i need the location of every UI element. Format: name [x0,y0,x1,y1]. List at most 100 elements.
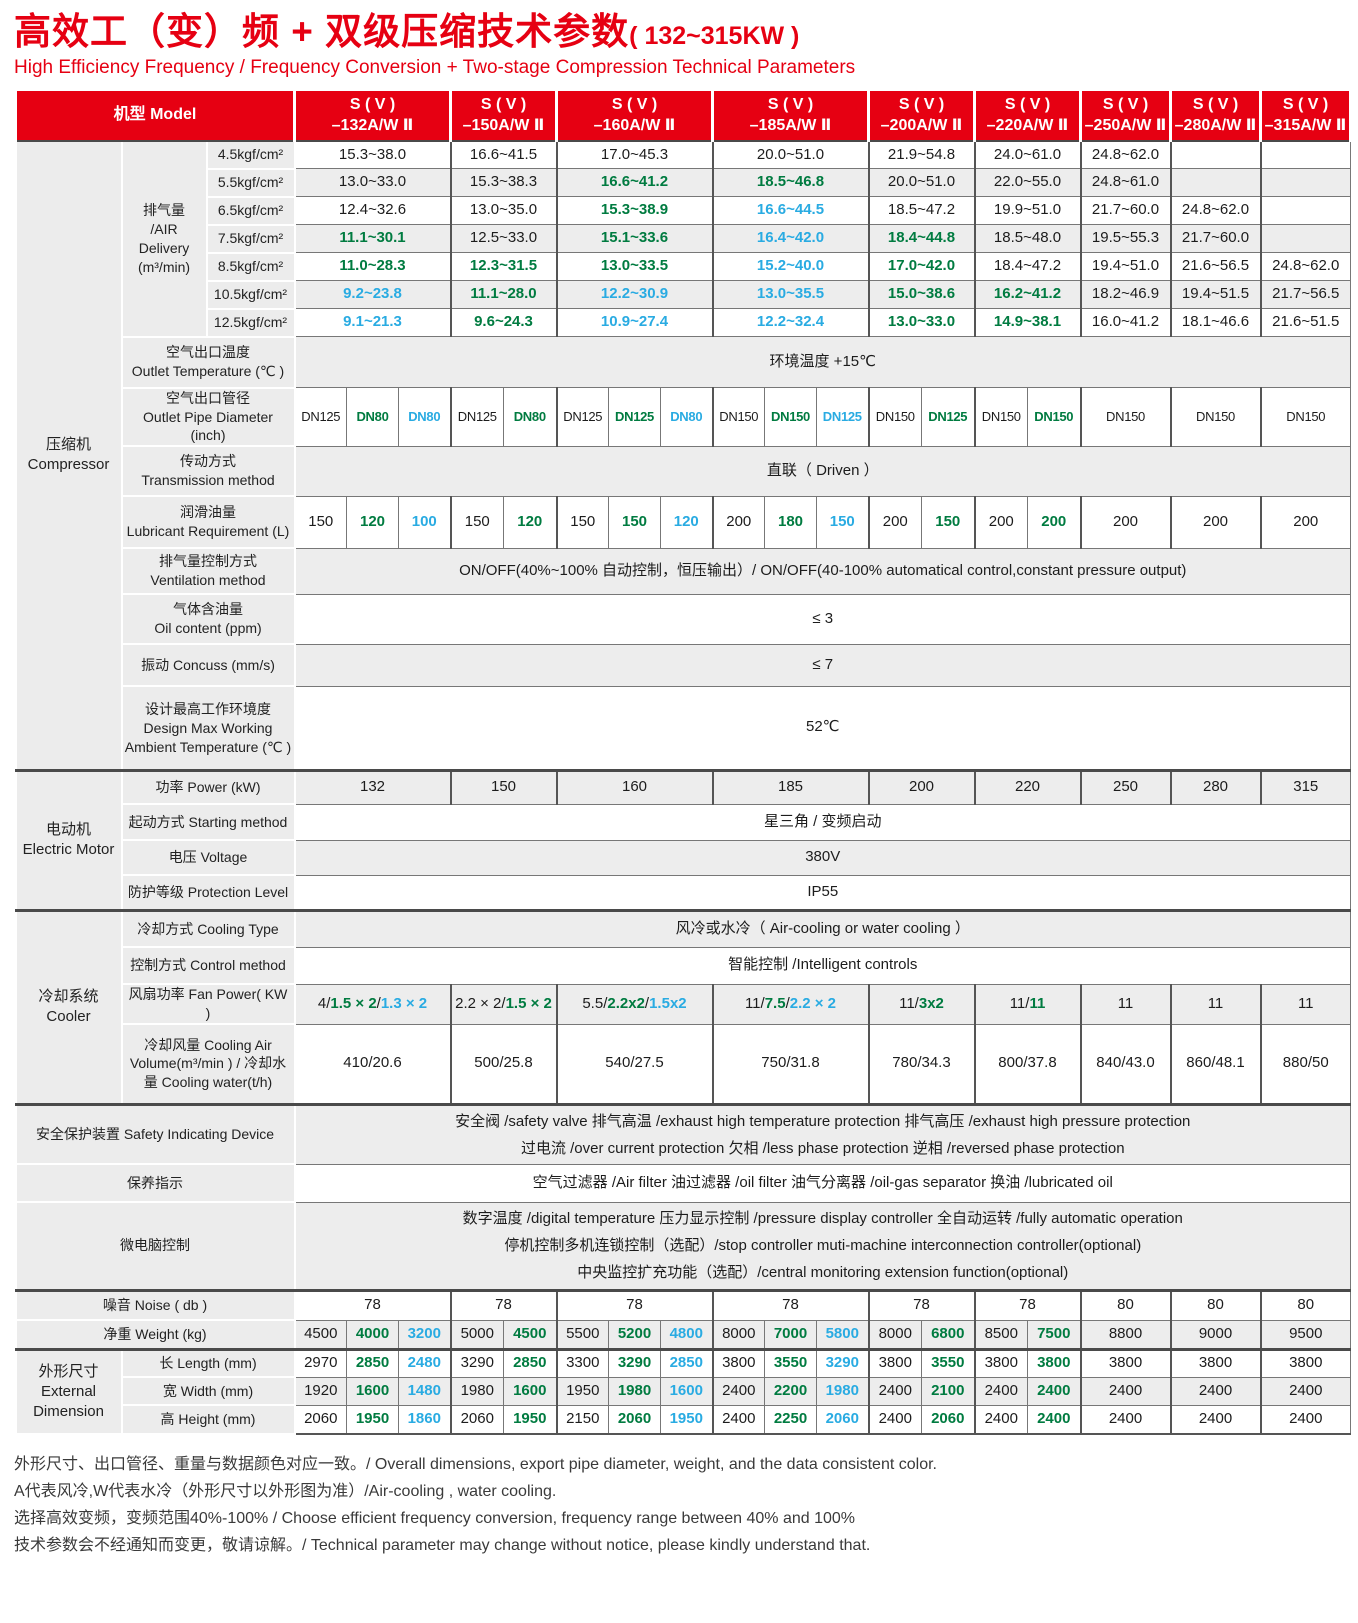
model-header-cell: 机型 Model [14,90,296,142]
width-cell: 1600 [503,1376,557,1406]
value-text: DN150 [1034,408,1074,424]
value-text: 150 [308,512,334,530]
air-value-cell: 15.3~38.0 [293,140,451,170]
pipe-cell: DN150 [1259,387,1351,447]
value-text: 120 [673,512,699,530]
lubricant-cell: 150 [921,495,975,549]
height-cell: 2400 [1079,1404,1171,1436]
air-value-cell: 16.6~41.5 [449,140,557,170]
value-text: 15.3~38.0 [338,145,407,163]
volume-cell: 880/50 [1259,1023,1351,1105]
length-cell: 2480 [398,1347,451,1378]
height-cell: 1950 [503,1404,557,1436]
group-dimension: 外形尺寸 External Dimension [14,1347,123,1436]
label-safety: 安全保护装置 Safety Indicating Device [14,1102,296,1166]
width-cell: 2400 [1027,1376,1081,1406]
value-text: 12.4~32.6 [338,201,407,219]
weight-cell: 4800 [660,1319,713,1350]
air-delivery-row: 10.5kgf/cm² 9.2~23.8 11.1~28.0 12.2~30.9 13.… [16,279,1351,310]
noise-cell: 78 [293,1288,451,1321]
width-cell: 1600 [346,1376,399,1406]
pipe-cell: DN125 [921,387,975,447]
model-column-header: S ( V ) –132A/W Ⅱ [293,90,452,142]
footnote: 选择高效变频，变频范围40%-100% / Choose efficient f… [14,1510,856,1528]
value-text: 78 [1019,1296,1036,1314]
value-text: 315 [1293,778,1319,796]
value-text: 5800 [825,1324,859,1342]
value-text: 12.2~30.9 [600,285,669,303]
height-cell: 2400 [1027,1404,1081,1436]
weight-cell: 3200 [398,1319,451,1350]
value-text: 2060 [931,1410,965,1428]
value-text: ON/OFF(40%~100% 自动控制，恒压输出）/ ON/OFF(40-10… [459,561,1187,579]
weight-cell: 8000 [867,1319,922,1350]
footnote: 外形尺寸、出口管径、重量与数据颜色对应一致。/ Overall dimensio… [14,1456,937,1474]
noise-cell: 78 [449,1288,557,1321]
height-cell: 1950 [346,1404,399,1436]
length-cell: 3800 [1169,1347,1261,1378]
air-delivery-row: 8.5kgf/cm² 11.0~28.3 12.3~31.5 13.0~33.5 15.… [16,251,1351,282]
value-text: 24.8~62.0 [1272,257,1340,275]
starting-row: 起动方式 Starting method 星三角 / 变频启动 [16,803,1351,842]
air-value-cell: 21.9~54.8 [867,140,975,170]
width-cell: 2100 [921,1376,975,1406]
label-cooling_type: 冷却方式 Cooling Type [120,908,296,949]
value-text: 150 [570,512,596,530]
value-text: 7000 [773,1324,808,1342]
height-cell: 2060 [449,1404,504,1436]
weight-cell: 5800 [816,1319,869,1350]
value-text: 18.4~44.8 [887,229,956,247]
label-voltage: 电压 Voltage [120,839,296,877]
maintenance-row: 保养指示 空气过滤器 /Air filter 油过滤器 /oil filter 油… [14,1163,1351,1204]
air-value-cell: 21.7~60.0 [1079,196,1171,226]
lubricant-cell: 120 [660,495,713,549]
value-text: 52℃ [805,718,840,736]
value-text: 15.2~40.0 [756,257,825,275]
air-value-cell: 14.9~38.1 [973,308,1081,338]
power-cell: 132 [293,768,451,805]
value-text: 4500 [513,1324,547,1342]
air-value-cell: 9.1~21.3 [293,308,451,338]
noise-row: 噪音 Noise ( db ) 78 78 78 78 78 78 80 80 80 [14,1288,1351,1322]
value-text: 3550 [773,1354,808,1372]
value-concuss: ≤ 7 [293,643,1351,687]
length-cell: 3290 [816,1347,869,1378]
noise-cell: 78 [711,1288,869,1321]
model-column-header: S ( V ) –315A/W Ⅱ [1259,90,1352,142]
air-value-cell: 11.1~30.1 [293,224,451,254]
value-text: 环境温度 +15℃ [769,352,876,370]
value-text: 78 [913,1296,930,1314]
height-cell: 1860 [398,1404,451,1436]
value-text: 2150 [566,1410,600,1428]
value-text: 21.6~51.5 [1272,313,1340,331]
value-text: 2400 [1108,1410,1143,1428]
label-power: 功率 Power (kW) [120,768,296,806]
height-cell: 2400 [711,1404,765,1436]
length-row: 外形尺寸 External Dimension 长 Length (mm) 2970… [14,1347,1351,1436]
value-text: 4500 [304,1324,338,1342]
value-text: 6800 [931,1324,965,1342]
value-text: 2400 [1037,1381,1071,1399]
fan-power-cell: 11/11 [973,983,1081,1025]
value-text: 780/34.3 [892,1054,951,1072]
value-text: 150 [935,512,961,530]
air-value-cell: 15.2~40.0 [711,252,869,282]
value-text: DN125 [301,408,341,424]
height-cell: 2400 [867,1404,922,1436]
label-weight: 净重 Weight (kg) [14,1319,296,1351]
value-text: 2400 [1198,1381,1233,1399]
label-pipe: 空气出口管径 Outlet Pipe Diameter (inch) [120,386,296,448]
value-text: 800/37.8 [998,1054,1057,1072]
label-fan: 风扇功率 Fan Power( KW ) [120,983,296,1026]
value-text: 18.1~46.6 [1181,313,1250,331]
value-text: 200 [1202,512,1229,530]
value-text: 860/48.1 [1186,1054,1245,1072]
value-text: 200 [908,778,935,796]
lubricant-cell: 200 [973,495,1028,549]
volume-cell: 410/20.6 [293,1023,451,1105]
value-text: DN125 [615,408,654,424]
label-micro: 微电脑控制 [14,1201,296,1292]
value-text: 19.4~51.0 [1091,257,1160,275]
value-text: 16.2~41.2 [993,285,1062,303]
width-cell: 2200 [764,1376,817,1406]
